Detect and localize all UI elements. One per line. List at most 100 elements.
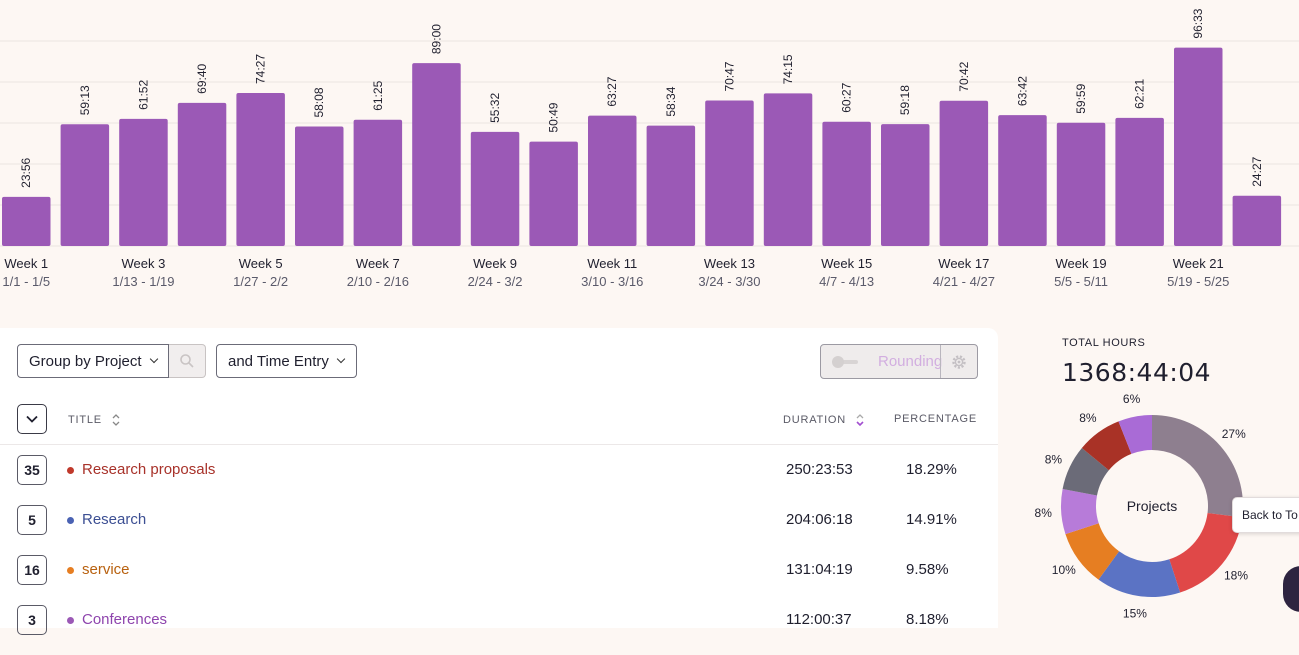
duration-header-label: DURATION xyxy=(783,413,847,426)
donut-slice[interactable] xyxy=(1098,551,1181,597)
bar-value-label: 59:18 xyxy=(898,85,912,115)
group-by-project-dropdown[interactable]: Group by Project xyxy=(17,344,169,378)
weekly-bar-chart: 23:56 Week 1 1/1 - 1/5 59:13 61:52 Week 3 1/13… xyxy=(0,0,1299,300)
bar-chart-svg: 23:56 Week 1 1/1 - 1/5 59:13 61:52 Week 3 1/13… xyxy=(0,8,1299,289)
rounding-settings-button[interactable] xyxy=(940,345,977,378)
gear-icon xyxy=(952,354,966,369)
week-bar[interactable] xyxy=(236,93,285,246)
week-bar[interactable] xyxy=(705,100,754,247)
entry-count-badge[interactable]: 35 xyxy=(17,455,47,485)
chevron-down-icon xyxy=(336,354,346,364)
bar-value-label: 23:56 xyxy=(19,157,33,187)
table-row[interactable]: 5 Research 204:06:18 14.91% xyxy=(0,505,998,555)
donut-slice[interactable] xyxy=(1062,447,1109,496)
date-range-axis-label: 4/7 - 4/13 xyxy=(819,274,874,289)
table-row[interactable]: 3 Conferences 112:00:37 8.18% xyxy=(0,605,998,655)
group-by-label: Group by Project xyxy=(29,352,142,370)
week-bar[interactable] xyxy=(2,196,51,246)
week-bar[interactable] xyxy=(177,102,227,246)
donut-slice-label: 27% xyxy=(1222,427,1246,441)
entry-count-badge[interactable]: 5 xyxy=(17,505,47,535)
week-axis-label: Week 15 xyxy=(821,256,872,271)
donut-slice[interactable] xyxy=(1152,415,1243,518)
week-bar[interactable] xyxy=(353,119,403,246)
project-title[interactable]: service xyxy=(82,561,130,578)
donut-slice[interactable] xyxy=(1169,513,1243,593)
projects-donut-chart: 27% 18% 15% 10% 8% 8% 8% 6% Projects xyxy=(1035,392,1249,619)
bar-value-label: 58:34 xyxy=(664,86,678,116)
bar-value-label: 58:08 xyxy=(312,87,326,117)
week-bar[interactable] xyxy=(1115,117,1164,246)
week-bar[interactable] xyxy=(295,126,344,246)
project-title[interactable]: Conferences xyxy=(82,611,168,628)
donut-slice[interactable] xyxy=(1081,421,1132,471)
donut-slice-label: 8% xyxy=(1079,411,1097,425)
project-color-dot xyxy=(67,567,74,574)
week-bar[interactable] xyxy=(119,118,168,246)
back-to-top-tooltip[interactable]: Back to To xyxy=(1232,497,1299,533)
week-bar[interactable] xyxy=(998,115,1047,246)
date-range-axis-label: 4/21 - 4/27 xyxy=(933,274,995,289)
project-title[interactable]: Research proposals xyxy=(82,461,216,478)
bar-value-label: 74:27 xyxy=(254,54,268,84)
week-bar[interactable] xyxy=(1174,47,1223,246)
chevron-down-icon xyxy=(26,415,38,423)
date-range-axis-label: 2/24 - 3/2 xyxy=(468,274,523,289)
donut-slice[interactable] xyxy=(1061,488,1099,535)
expand-all-button[interactable] xyxy=(17,404,47,434)
project-title[interactable]: Research xyxy=(82,511,147,528)
bar-value-label: 63:27 xyxy=(605,76,619,106)
donut-center-label: Projects xyxy=(1127,498,1178,514)
title-column-header[interactable]: TITLE xyxy=(68,413,121,427)
time-entry-label: and Time Entry xyxy=(228,352,329,370)
donut-slice-label: 6% xyxy=(1123,392,1141,406)
project-color-dot xyxy=(67,467,74,474)
bar-value-label: 55:32 xyxy=(488,93,502,123)
week-bar[interactable] xyxy=(822,121,871,246)
project-percentage: 8.18% xyxy=(906,611,949,628)
time-entry-dropdown[interactable]: and Time Entry xyxy=(216,344,357,378)
title-header-label: TITLE xyxy=(68,413,102,426)
week-axis-label: Week 17 xyxy=(938,256,989,271)
project-color-dot xyxy=(67,617,74,624)
week-axis-label: Week 3 xyxy=(122,256,166,271)
date-range-axis-label: 5/5 - 5/11 xyxy=(1054,274,1108,289)
duration-column-header[interactable]: DURATION xyxy=(783,413,865,427)
date-range-axis-label: 5/19 - 5/25 xyxy=(1167,274,1229,289)
search-icon xyxy=(180,354,194,368)
week-bar[interactable] xyxy=(470,131,520,246)
donut-slice-label: 8% xyxy=(1045,453,1063,467)
rounding-toggle[interactable] xyxy=(832,355,858,368)
bar-value-label: 70:47 xyxy=(722,61,736,91)
bar-value-label: 96:33 xyxy=(1191,8,1205,38)
entry-count-badge[interactable]: 3 xyxy=(17,605,47,635)
project-duration: 131:04:19 xyxy=(786,561,853,578)
donut-slice[interactable] xyxy=(1065,523,1120,580)
bar-value-label: 62:21 xyxy=(1133,79,1147,109)
chat-widget-button[interactable] xyxy=(1283,566,1299,612)
week-bar[interactable] xyxy=(646,125,696,246)
donut-slice[interactable] xyxy=(1118,415,1152,454)
week-bar[interactable] xyxy=(1232,195,1282,246)
week-axis-label: Week 7 xyxy=(356,256,400,271)
bar-value-label: 63:42 xyxy=(1015,76,1029,106)
donut-slice-label: 15% xyxy=(1123,607,1147,619)
week-bar[interactable] xyxy=(588,115,637,246)
table-row[interactable]: 35 Research proposals 250:23:53 18.29% xyxy=(0,455,998,505)
week-bar[interactable] xyxy=(939,100,989,246)
week-bar[interactable] xyxy=(881,124,930,246)
search-button[interactable] xyxy=(169,344,206,378)
week-bar[interactable] xyxy=(412,63,461,247)
total-hours-label: TOTAL HOURS xyxy=(1062,337,1146,349)
donut-slice-label: 10% xyxy=(1052,563,1076,577)
bar-value-label: 50:49 xyxy=(547,102,561,132)
table-row[interactable]: 16 service 131:04:19 9.58% xyxy=(0,555,998,605)
entry-count-badge[interactable]: 16 xyxy=(17,555,47,585)
week-bar[interactable] xyxy=(1056,122,1106,246)
week-bar[interactable] xyxy=(529,141,578,246)
week-bar[interactable] xyxy=(60,124,110,246)
week-bar[interactable] xyxy=(763,93,813,246)
project-duration: 112:00:37 xyxy=(786,611,852,628)
project-duration: 204:06:18 xyxy=(786,511,853,528)
bar-value-label: 74:15 xyxy=(781,54,795,84)
